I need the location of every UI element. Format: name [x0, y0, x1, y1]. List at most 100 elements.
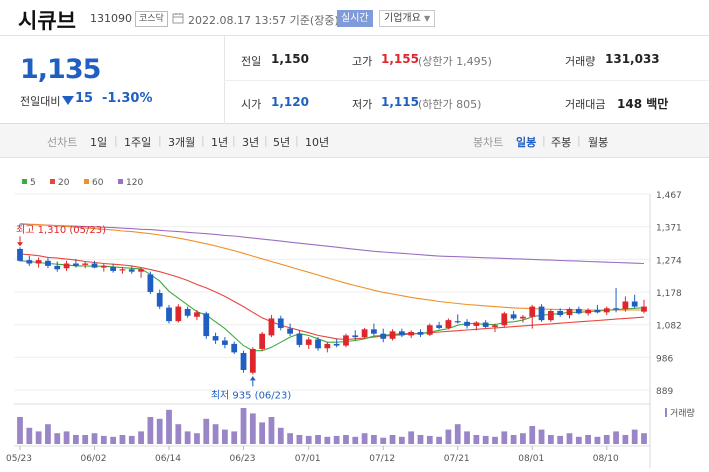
volume-bar	[54, 433, 61, 444]
candle-body	[222, 340, 228, 345]
volume-bar	[63, 431, 70, 444]
volume-bar	[603, 435, 610, 444]
volume-bar	[231, 431, 238, 444]
volume-bars: 거래량	[17, 407, 695, 444]
candle-body	[622, 301, 629, 309]
candle-body	[17, 248, 23, 261]
volume-bar	[277, 427, 284, 444]
x-tick-label: 06/14	[155, 454, 181, 464]
candle-body	[175, 306, 182, 322]
volume-bar	[222, 429, 228, 444]
ma120-line	[19, 223, 645, 265]
period-10y[interactable]: 10년	[305, 136, 330, 149]
candle-body	[156, 293, 163, 307]
volume-bar	[72, 435, 79, 444]
volume-label: 거래량	[565, 55, 596, 68]
legend-swatch-20	[50, 179, 55, 184]
period-3m[interactable]: 3개월	[168, 136, 196, 149]
volume-bar	[594, 436, 601, 444]
timestamp: 2022.08.17 13:57 기준(장중)	[188, 14, 339, 27]
candle-body	[194, 312, 200, 317]
amount-value: 148 백만	[617, 97, 669, 111]
volume-bar	[575, 436, 582, 444]
period-3y[interactable]: 3년	[242, 136, 260, 149]
x-tick-label: 07/12	[369, 454, 395, 464]
period-1w[interactable]: 1주일	[124, 136, 152, 149]
y-tick-label: 1,274	[656, 256, 682, 266]
candle-body	[380, 333, 387, 339]
volume-bar	[631, 429, 638, 444]
volume-bar	[240, 408, 247, 444]
y-tick-label: 889	[656, 387, 673, 397]
candle-body	[575, 308, 582, 314]
volume-bar	[110, 436, 117, 444]
volume-bar	[138, 431, 144, 444]
volume-bar	[641, 433, 647, 444]
low-annotation: 최저 935 (06/23)	[211, 389, 292, 401]
volume-bar	[45, 424, 51, 444]
volume-bar	[622, 435, 629, 444]
candle-body	[305, 339, 312, 345]
x-tick-label: 08/01	[518, 454, 544, 464]
annotations: 최고 1,310 (05/23) 최저 935 (06/23)	[16, 224, 291, 401]
volume-bar	[520, 433, 526, 444]
candle-body	[585, 309, 592, 314]
candle-body	[277, 318, 284, 328]
x-tick-label: 06/02	[81, 454, 107, 464]
chart-legend: 5 20 60 120	[22, 178, 143, 188]
candle-body	[212, 336, 219, 341]
candle-body	[333, 343, 340, 346]
candle-body	[454, 321, 461, 323]
y-tick-label: 1,178	[656, 289, 682, 299]
candle-body	[417, 332, 424, 335]
volume-bar	[305, 435, 312, 444]
candle-body	[371, 329, 377, 334]
candle-body	[231, 343, 238, 353]
volume-bar	[194, 433, 200, 444]
period-5y[interactable]: 5년	[273, 136, 291, 149]
candle-monthly[interactable]: 월봉	[588, 136, 609, 149]
prev-close-label: 전일	[241, 55, 262, 68]
stock-chart[interactable]: 5 20 60 120 1,467 1,371 1,274 1,178 1,082 986 889…	[0, 158, 709, 472]
volume-bar	[100, 435, 107, 444]
low-arrowhead	[249, 376, 256, 381]
volume-bar	[324, 436, 331, 444]
price-change-pct: -1.30%	[102, 91, 153, 106]
candle-body	[631, 301, 638, 307]
candle-daily[interactable]: 일봉	[516, 136, 537, 149]
volume-bar	[268, 417, 275, 444]
volume-bar	[361, 433, 368, 444]
period-1d[interactable]: 1일	[90, 136, 108, 149]
volume-bar	[343, 435, 349, 444]
company-info-dropdown[interactable]: 기업개요 ▼	[379, 10, 436, 27]
volume-bar	[380, 437, 387, 444]
date-axis: 05/23 06/02 06/14 06/23 07/01 07/12 07/21 08/01…	[6, 445, 650, 464]
candle-body	[119, 269, 126, 271]
realtime-button[interactable]: 실시간	[337, 10, 373, 27]
volume-bar	[17, 417, 23, 444]
price-panel: 1,135 전일대비 15 -1.30% 전일 1,150 고가 1,155 (…	[0, 36, 709, 124]
legend-swatch-5	[22, 179, 27, 184]
legend-swatch-60	[84, 179, 89, 184]
candle-body	[538, 306, 545, 321]
market-badge: 코스닥	[135, 11, 168, 27]
candle-chart-label: 봉차트	[473, 136, 504, 149]
low-label: 저가	[352, 98, 373, 111]
candle-weekly[interactable]: 주봉	[551, 136, 572, 149]
volume-bar	[454, 424, 461, 444]
volume-bar	[333, 435, 340, 444]
x-tick-label: 05/23	[6, 454, 32, 464]
stock-code: 131090	[90, 12, 132, 25]
candle-body	[138, 269, 144, 272]
open-label: 시가	[241, 98, 262, 111]
period-1y[interactable]: 1년	[211, 136, 229, 149]
lower-limit: (하한가 805)	[418, 98, 482, 111]
candle-body	[296, 333, 303, 345]
y-tick-label: 1,467	[656, 191, 682, 201]
change-label: 전일대비	[20, 95, 61, 108]
candle-body	[72, 263, 79, 266]
chart-grid	[14, 193, 651, 468]
volume-bar	[315, 435, 321, 444]
candle-body	[594, 309, 601, 313]
volume-bar	[184, 431, 191, 444]
